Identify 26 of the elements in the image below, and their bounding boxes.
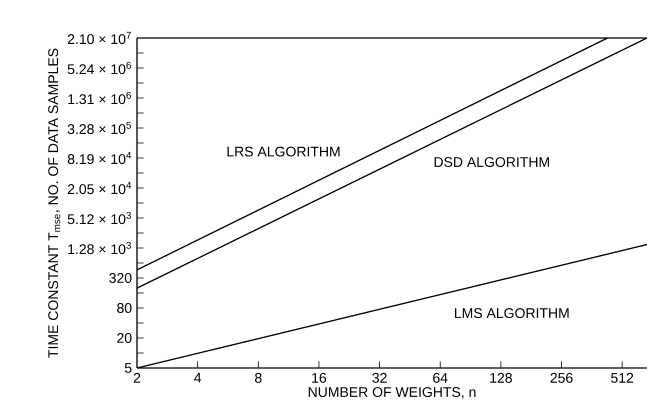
y-tick-label: 20 <box>117 333 132 343</box>
x-tick-label: 32 <box>372 372 387 383</box>
y-axis-title: TIME CONSTANT T$_{mse}$, NO. OF DATA SAMPLES <box>48 48 60 358</box>
series-label: LMS ALGORITHM <box>455 308 569 318</box>
y-tick-label: 2.10 × 10$^{7}$ <box>68 32 131 44</box>
y-tick-label: 5 <box>124 363 132 373</box>
y-tick-label: 5.24 × 10$^{6}$ <box>68 62 131 74</box>
x-tick-label: 16 <box>312 372 326 383</box>
y-tick-label: 80 <box>117 303 132 313</box>
x-tick-label: 2 <box>134 372 140 383</box>
y-tick-label: 1.28 × 10$^{3}$ <box>68 242 131 254</box>
series-label: DSD ALGORITHM <box>434 157 549 167</box>
x-axis-title: NUMBER OF WEIGHTS, n <box>308 387 476 399</box>
x-tick-label: 512 <box>611 372 634 383</box>
y-tick-label: 3.28 × 10$^{5}$ <box>68 122 131 134</box>
y-tick-label: 1.31 × 10$^{6}$ <box>68 92 131 104</box>
series-label: LRS ALGORITHM <box>227 146 340 157</box>
x-tick-label: 4 <box>194 372 202 383</box>
x-tick-label: 256 <box>550 372 573 383</box>
y-tick-label: 5.12 × 10$^{3}$ <box>68 212 131 224</box>
x-tick-label: 128 <box>490 372 512 383</box>
x-tick-label: 8 <box>255 372 262 383</box>
x-tick-label: 64 <box>433 372 448 383</box>
y-tick-label: 8.19 × 10$^{4}$ <box>68 152 132 164</box>
y-tick-label: 320 <box>109 273 132 283</box>
y-tick-label: 2.05 × 10$^{4}$ <box>68 182 132 194</box>
